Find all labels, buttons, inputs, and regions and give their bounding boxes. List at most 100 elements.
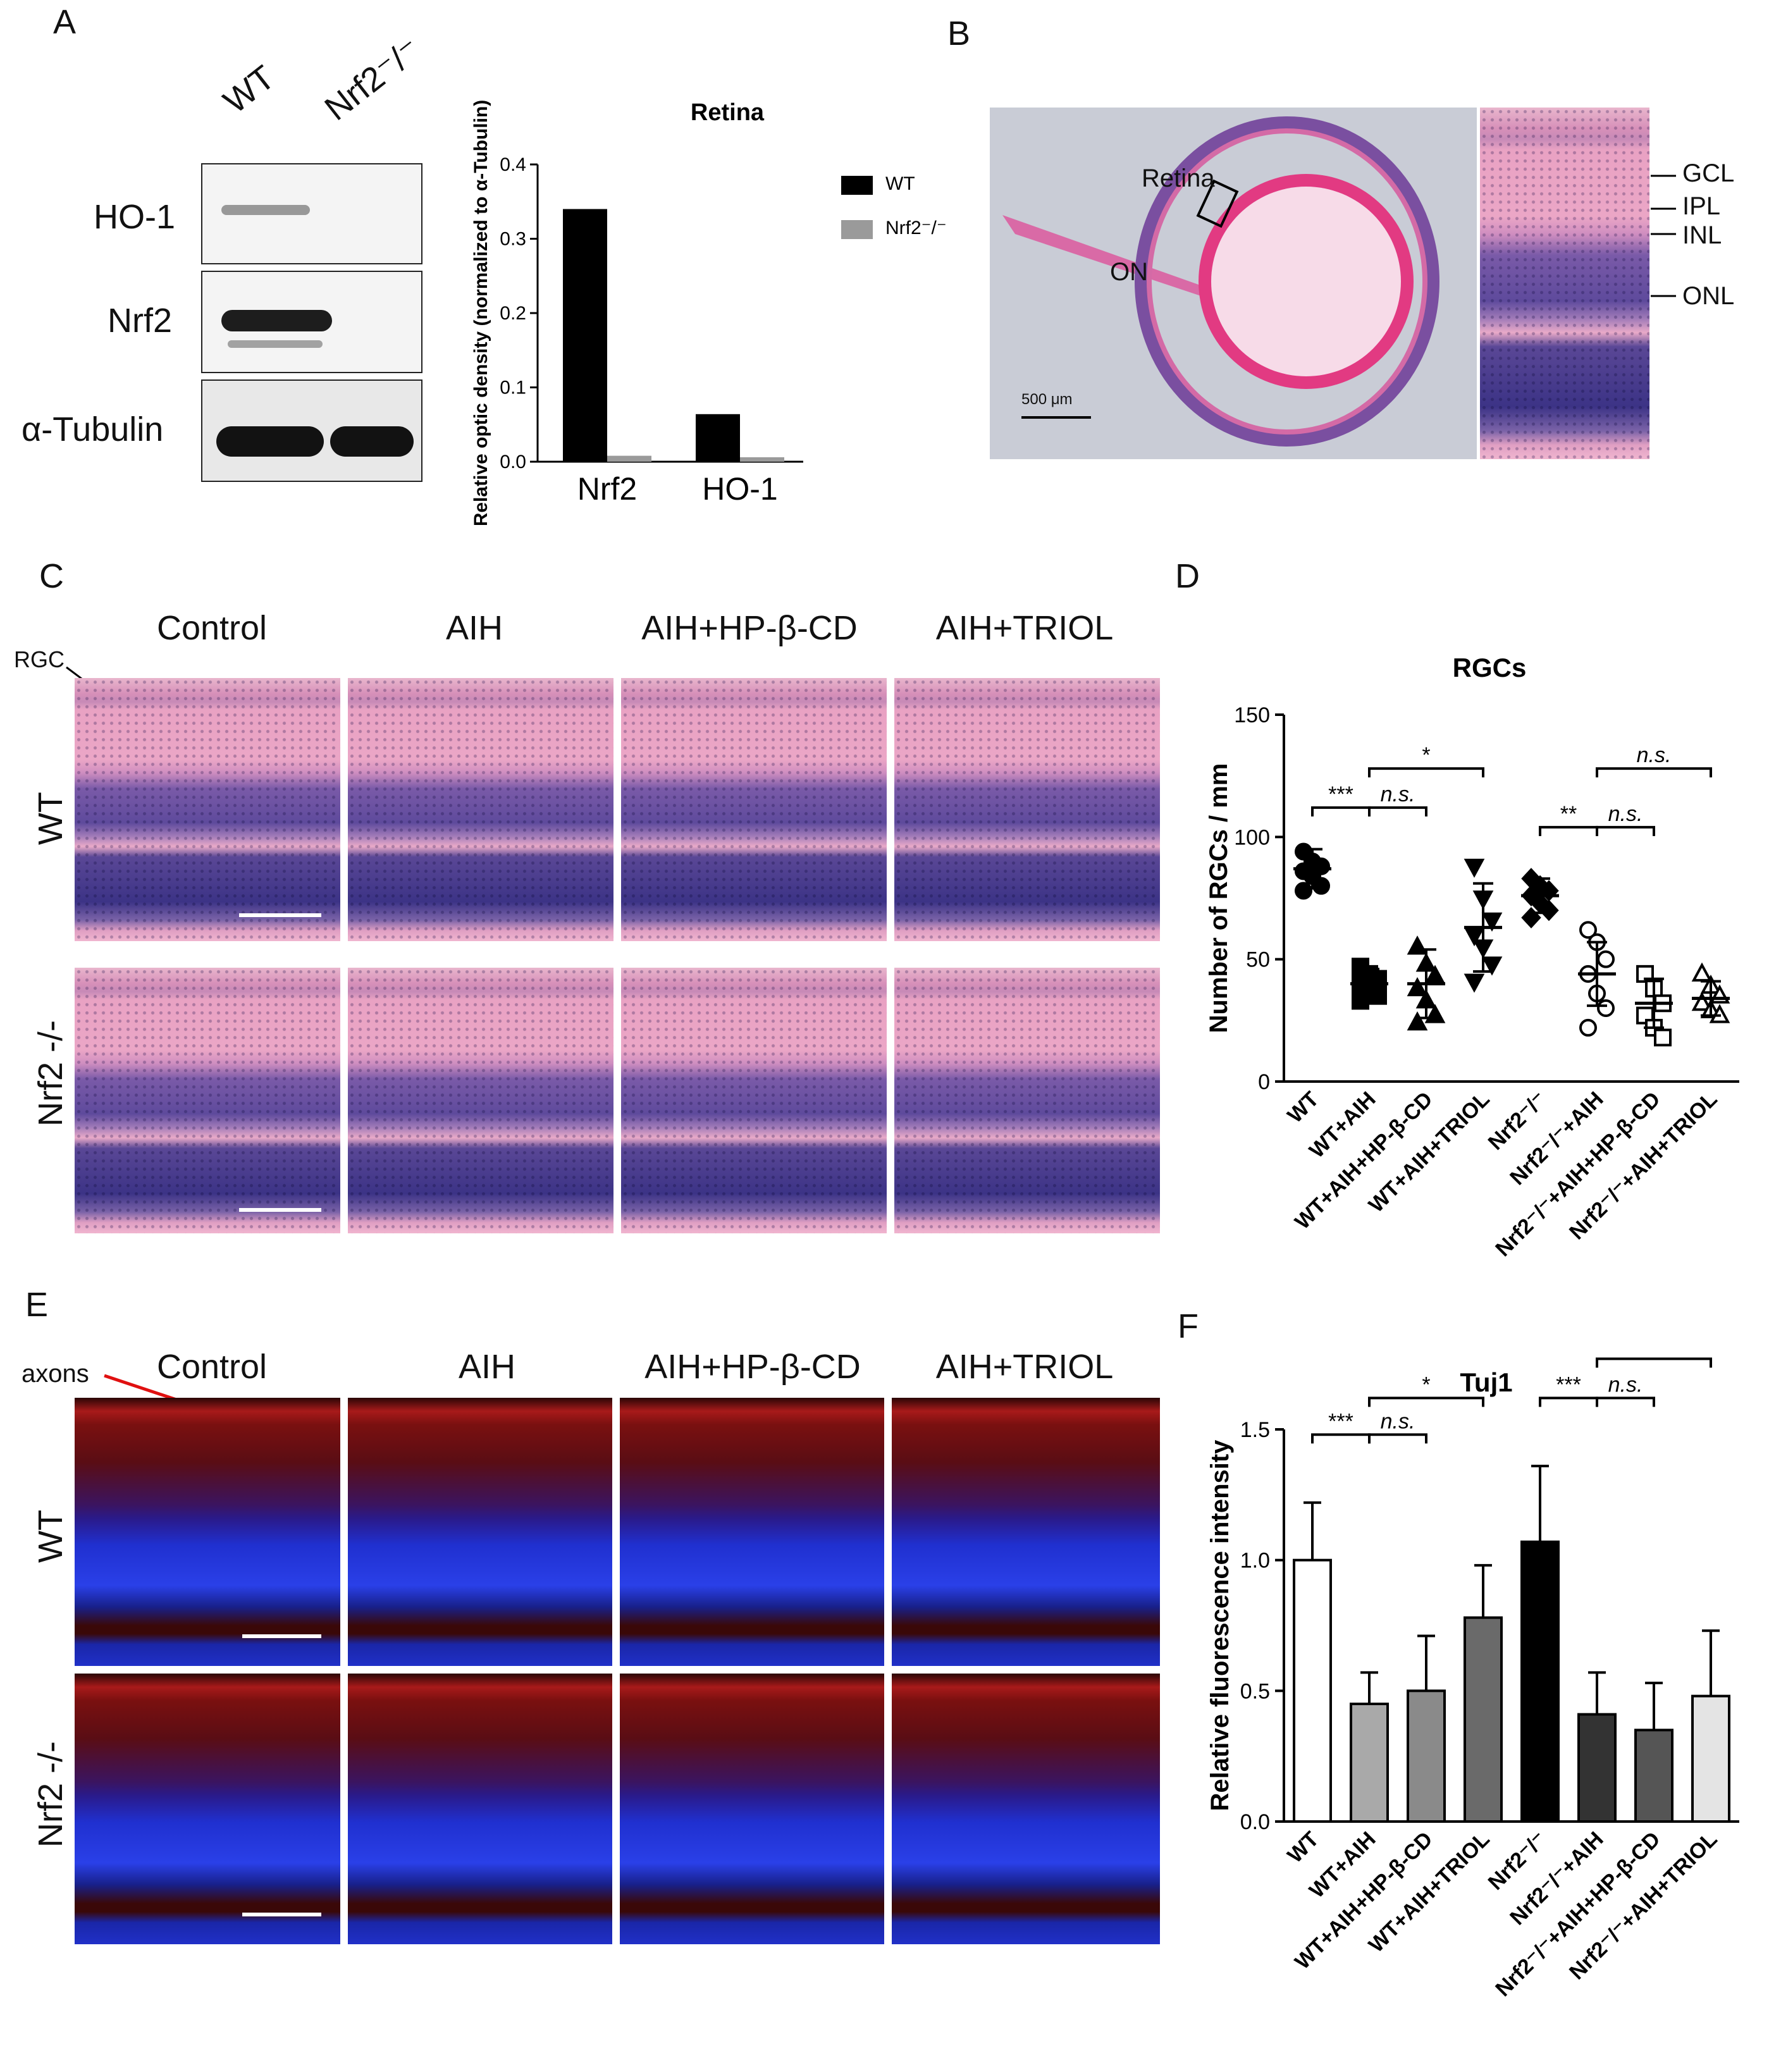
he-nrf2-control (75, 968, 340, 1233)
e-row-wt: WT (32, 1510, 70, 1563)
panel-c-letter: C (39, 557, 64, 595)
on-label: ON (1110, 258, 1148, 286)
e-col-control: Control (156, 1348, 268, 1386)
data-point (1597, 999, 1615, 1017)
axons-callout: axons (22, 1360, 89, 1388)
bar (1577, 1713, 1617, 1823)
data-point (1312, 877, 1330, 895)
sclera-layer (1147, 128, 1427, 435)
layer-gcl: GCL (1682, 159, 1735, 187)
ihc-wt-aih-hpbcd (620, 1398, 884, 1666)
e-col-aih-triol: AIH+TRIOL (935, 1348, 1114, 1386)
scale-label: 500 μm (1021, 391, 1073, 408)
significance-bracket (1539, 825, 1598, 836)
c-row-wt: WT (32, 792, 70, 845)
significance-bracket (1368, 806, 1427, 817)
c-col-control: Control (156, 609, 268, 647)
lane-label-wt: WT (216, 58, 282, 121)
panel-e-letter: E (25, 1286, 49, 1324)
e-row-nrf2: Nrf2 -/- (32, 1741, 70, 1847)
blot-band (330, 426, 414, 457)
significance-bracket (1368, 1433, 1427, 1444)
ihc-nrf2-aih-hpbcd (620, 1674, 884, 1944)
data-point (1539, 899, 1559, 922)
c-col-aih: AIH (445, 609, 503, 647)
panel-a-letter: A (53, 3, 77, 41)
y-axis-label: Relative optic density (normalized to α-… (471, 100, 491, 525)
panel-f-letter: F (1178, 1307, 1199, 1345)
data-point (1464, 858, 1485, 878)
ihc-wt-aih (348, 1398, 612, 1666)
chart-a: Retina 0.0 0.1 0.2 0.3 0.4 Relative optic den… (471, 99, 947, 525)
blot-band (221, 205, 310, 215)
x-tick-label: WT (1283, 1087, 1323, 1128)
bar (1350, 1703, 1389, 1823)
bar-nrf2 (740, 457, 784, 462)
he-wt-aih (348, 678, 613, 941)
y-tick-label: 0.3 (500, 229, 526, 250)
data-point (1691, 992, 1713, 1011)
layer-arrows (1651, 175, 1676, 297)
e-col-aih-hpbcd: AIH+HP-β-CD (644, 1348, 861, 1386)
significance-bracket (1596, 825, 1655, 836)
e-col-aih: AIH (458, 1348, 516, 1386)
data-point (1369, 987, 1387, 1005)
chart-a-title: Retina (691, 99, 765, 126)
retina-layers-image (1480, 108, 1649, 459)
data-point (1407, 1011, 1428, 1031)
significance-label: n.s. (1381, 1409, 1415, 1433)
retina-layer (1135, 116, 1439, 447)
ihc-nrf2-control (75, 1674, 340, 1944)
significance-label: ** (1560, 802, 1577, 826)
eye-overview-image: Retina ON 500 μm (990, 108, 1477, 459)
scale-bar (1021, 416, 1091, 419)
data-point (1597, 950, 1615, 968)
significance-label: * (1422, 1372, 1430, 1397)
panel-d-letter: D (1175, 557, 1200, 595)
y-tick-label: 0.0 (1240, 1810, 1270, 1834)
x-tick-label: HO-1 (702, 471, 777, 507)
ihc-nrf2-aih (348, 1674, 612, 1944)
significance-label: n.s. (1608, 802, 1643, 826)
bar (1293, 1558, 1332, 1823)
blot-label-nrf2: Nrf2 (108, 302, 173, 340)
lens-core (1211, 187, 1401, 376)
blot-nrf2 (201, 271, 422, 373)
y-axis-label: Relative fluorescence intensity (1206, 1440, 1234, 1811)
bar-nrf2 (607, 455, 651, 462)
data-point (1352, 992, 1369, 1010)
data-point (1521, 906, 1541, 928)
layer-inl: INL (1682, 221, 1722, 249)
bar-wt (563, 209, 607, 462)
layer-ipl: IPL (1682, 192, 1721, 220)
significance-label: n.s. (1608, 1372, 1643, 1397)
retina-box (1196, 179, 1239, 228)
x-tick-label: WT (1283, 1827, 1323, 1868)
data-point (1579, 1018, 1597, 1037)
he-wt-control (75, 678, 340, 941)
blot-band (216, 426, 324, 457)
bar (1691, 1694, 1730, 1823)
rgc-callout: RGC (14, 646, 65, 672)
bar-wt (696, 414, 740, 462)
ihc-nrf2-aih-triol (892, 1674, 1160, 1944)
legend-label: WT (885, 173, 915, 194)
c-row-nrf2: Nrf2 -/- (32, 1020, 70, 1126)
blot-label-ho1: HO-1 (94, 198, 176, 236)
ihc-wt-aih-triol (892, 1398, 1160, 1666)
y-axis-label: Number of RGCs / mm (1205, 763, 1233, 1033)
legend-label: Nrf2⁻/⁻ (885, 218, 947, 238)
data-point (1481, 912, 1503, 932)
y-tick-label: 150 (1234, 703, 1270, 727)
y-tick-label: 0 (1258, 1070, 1270, 1094)
he-nrf2-aih-hpbcd (621, 968, 887, 1233)
significance-bracket (1596, 1397, 1655, 1407)
y-tick-label: 1.0 (1240, 1549, 1270, 1573)
legend-swatch (841, 176, 873, 195)
bar (1520, 1540, 1560, 1823)
data-point (1464, 973, 1485, 993)
layer-onl: ONL (1682, 282, 1735, 310)
c-col-aih-hpbcd: AIH+HP-β-CD (641, 609, 858, 647)
y-tick-label: 0.0 (500, 452, 526, 472)
